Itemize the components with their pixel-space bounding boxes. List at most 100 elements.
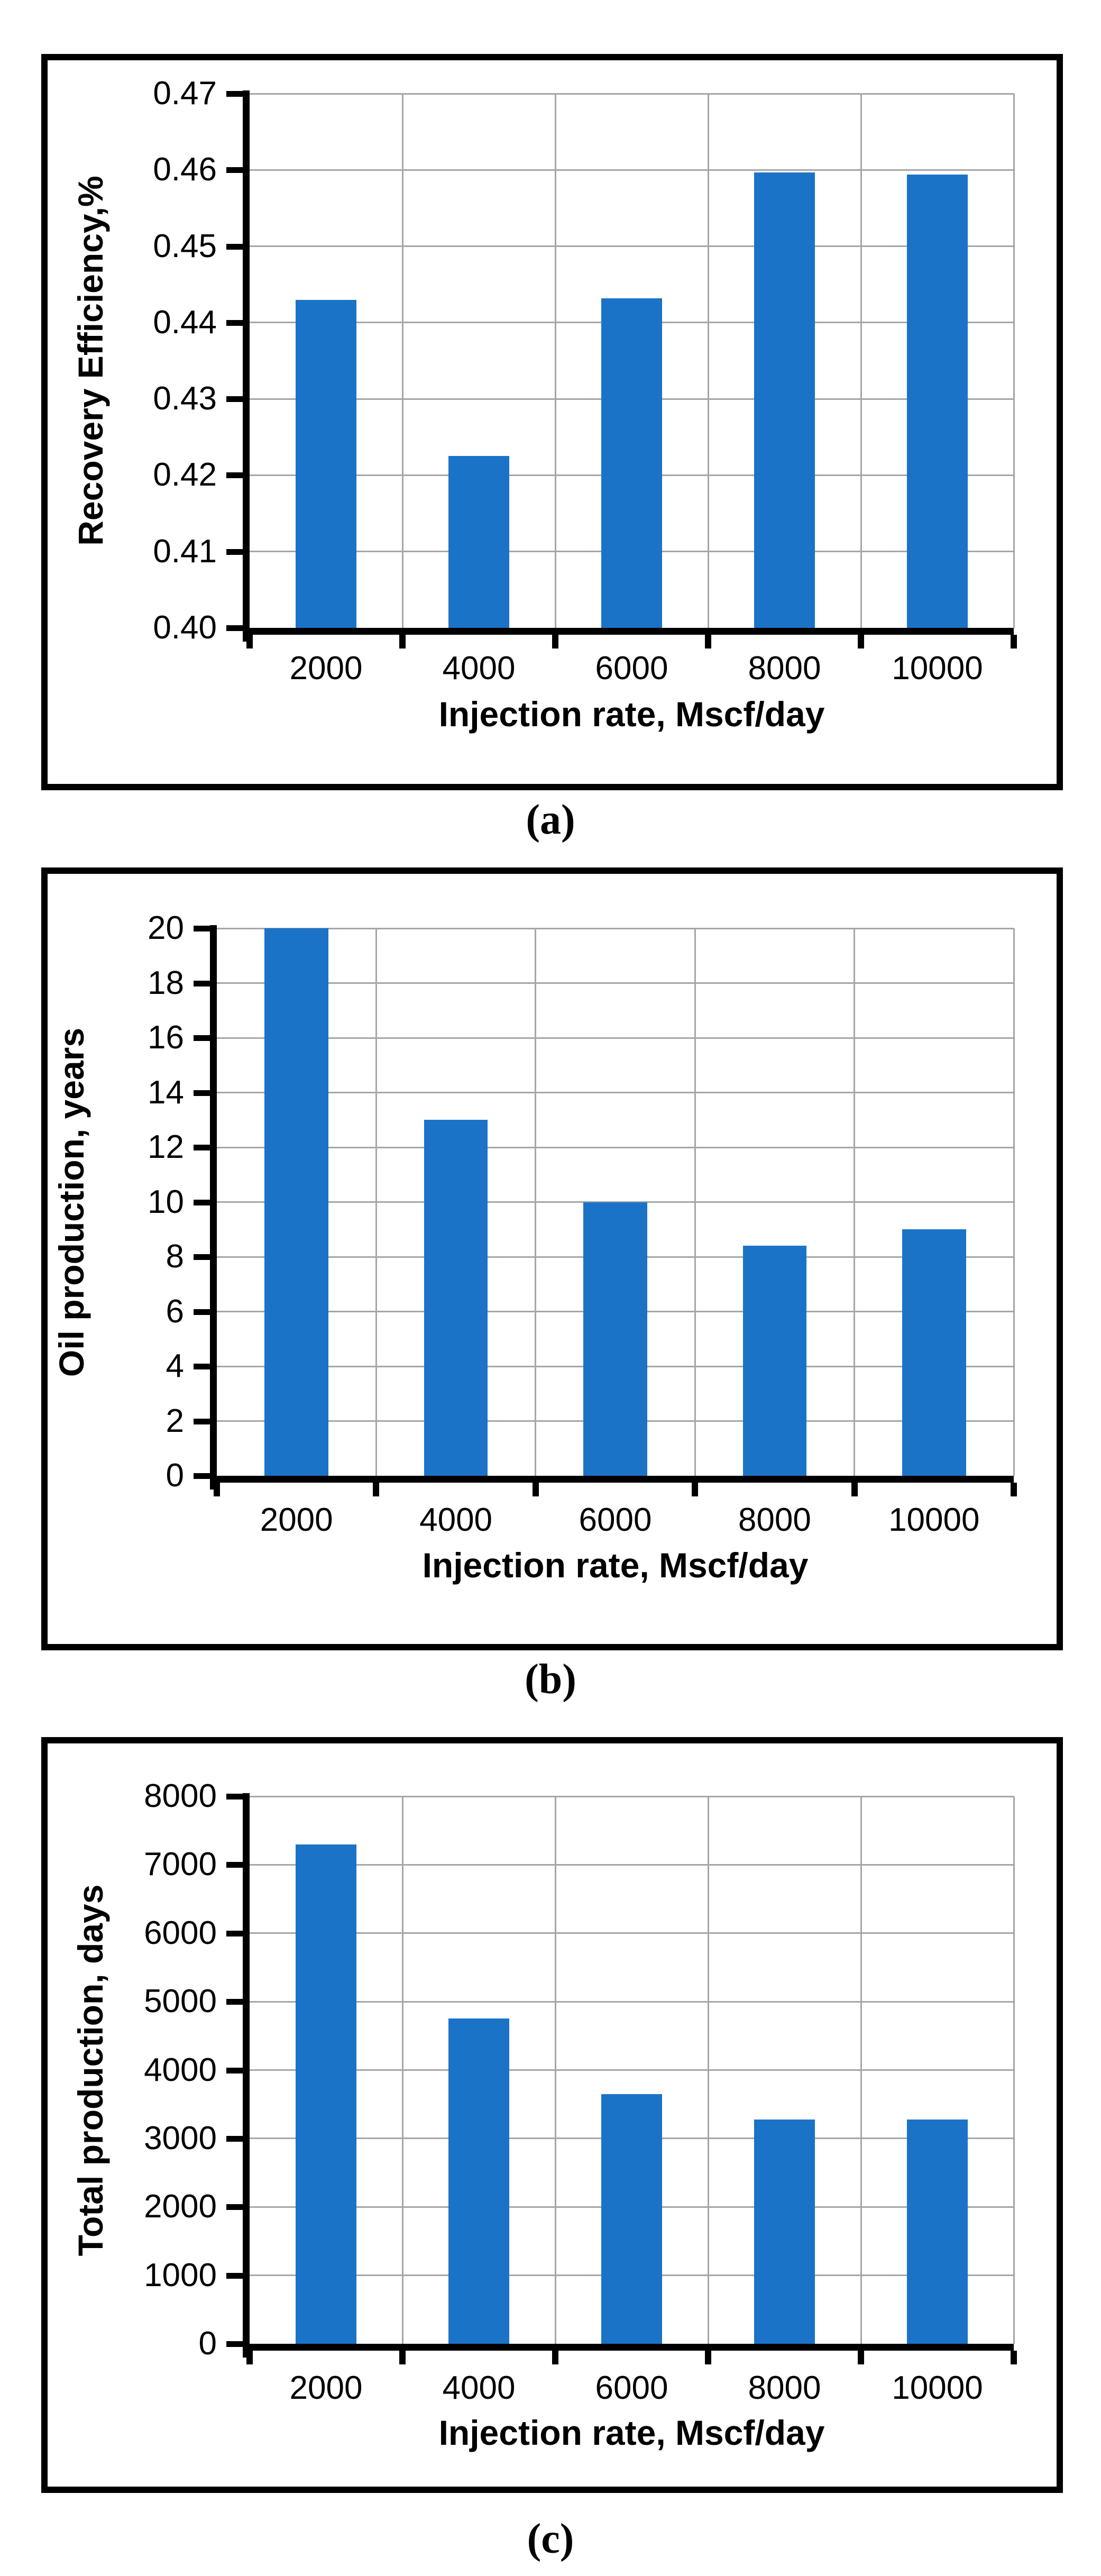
gridline-vertical <box>1013 928 1015 1476</box>
bar-2000 <box>264 928 328 1476</box>
bar-6000 <box>583 1202 647 1476</box>
x-tick-label: 2000 <box>260 1502 333 1538</box>
x-tick-mark <box>858 635 864 648</box>
chart-b-plot-area: 0 2 4 6 8 10 12 14 16 18 20 2000 4000 6000 8000 10000 <box>148 910 1017 1538</box>
gridline-vertical <box>375 928 377 1476</box>
bar-4000 <box>424 1120 488 1476</box>
bar-10000 <box>906 2119 968 2344</box>
x-tick-mark <box>1011 1483 1017 1496</box>
bar-4000 <box>448 456 510 628</box>
y-tick-label: 0.45 <box>153 227 217 264</box>
gridline-vertical <box>401 94 403 628</box>
x-tick-mark <box>399 635 406 648</box>
y-tick-label: 0.47 <box>153 75 217 112</box>
x-tick-label: 6000 <box>595 650 668 687</box>
x-tick-label: 10000 <box>892 650 983 687</box>
bar-10000 <box>902 1229 966 1476</box>
gridline-vertical <box>1013 94 1015 628</box>
y-tick-mark <box>226 1999 243 2005</box>
chart-a-plot-area: 0.40 0.41 0.42 0.43 0.44 0.45 0.46 0.47 2000 4000… <box>153 75 1017 687</box>
y-tick-mark <box>226 1930 243 1936</box>
y-tick-label: 0 <box>198 2325 217 2362</box>
gridline-horizontal <box>217 1092 1014 1093</box>
x-tick-label: 4000 <box>442 2370 516 2406</box>
x-tick-mark <box>214 1483 220 1496</box>
gridline-vertical <box>535 928 537 1476</box>
y-tick-mark <box>226 2204 243 2210</box>
x-tick-mark <box>246 635 253 648</box>
y-tick-mark <box>194 1473 210 1479</box>
y-tick-mark <box>226 472 243 479</box>
x-tick-label: 10000 <box>888 1502 980 1538</box>
y-tick-label: 5000 <box>144 1983 217 2020</box>
y-tick-label: 16 <box>148 1019 184 1056</box>
y-tick-label: 0.46 <box>153 151 217 188</box>
gridline-vertical <box>860 94 862 628</box>
x-tick-mark <box>851 1483 858 1496</box>
x-tick-label: 8000 <box>738 1502 811 1538</box>
bar-2000 <box>295 299 357 628</box>
x-axis-line <box>243 628 1014 635</box>
x-tick-label: 2000 <box>289 2370 363 2406</box>
y-tick-label: 8 <box>166 1238 184 1275</box>
y-axis-line <box>243 1793 250 2358</box>
y-tick-label: 2 <box>166 1402 184 1439</box>
bar-8000 <box>754 172 815 628</box>
chart-c-plot-area: 0 1000 2000 3000 4000 5000 6000 7000 8000 2000 400… <box>144 1778 1017 2406</box>
y-tick-mark <box>226 549 243 555</box>
gridline-horizontal <box>217 982 1014 984</box>
gridline-vertical <box>860 1796 862 2344</box>
chart-b-box: Oil production, years 0 2 4 6 8 10 12 14 16 18 20 2… <box>41 867 1063 1650</box>
y-tick-mark <box>226 1794 243 1799</box>
y-tick-mark <box>226 243 243 250</box>
gridline-horizontal <box>217 1146 1014 1148</box>
x-tick-label: 8000 <box>748 2370 821 2406</box>
x-tick-label: 4000 <box>419 1502 493 1538</box>
chart-a-x-axis-title: Injection rate, Mscf/day <box>438 695 825 734</box>
y-tick-label: 7000 <box>144 1846 217 1883</box>
y-tick-mark <box>194 1254 210 1260</box>
chart-a-box: Recovery Efficiency,% 0.40 0.41 0.42 0.43 0.… <box>41 54 1063 790</box>
gridline-vertical <box>694 928 696 1476</box>
gridline-horizontal <box>217 1037 1014 1039</box>
gridline-vertical <box>707 1796 709 2344</box>
gridline-vertical <box>554 94 556 628</box>
caption-c: (c) <box>527 2516 574 2562</box>
y-tick-label: 18 <box>148 964 184 1001</box>
y-tick-mark <box>226 91 243 97</box>
y-tick-mark <box>226 2341 243 2347</box>
x-tick-mark <box>705 635 711 648</box>
gridline-horizontal <box>250 245 1014 248</box>
gridline-vertical <box>854 928 856 1476</box>
y-tick-label: 0.44 <box>153 304 217 341</box>
gridline-horizontal <box>250 2000 1014 2003</box>
x-tick-mark <box>552 2351 558 2364</box>
y-tick-label: 0.43 <box>153 380 217 417</box>
caption-b: (b) <box>525 1656 576 1703</box>
x-tick-label: 8000 <box>748 650 821 687</box>
x-tick-label: 6000 <box>595 2370 668 2406</box>
y-tick-mark <box>194 1035 210 1041</box>
x-tick-label: 10000 <box>892 2370 983 2406</box>
x-tick-mark <box>552 635 558 648</box>
x-tick-mark <box>1011 2351 1017 2364</box>
x-tick-mark <box>705 2351 711 2364</box>
x-tick-label: 6000 <box>579 1502 652 1538</box>
gridline-horizontal <box>250 2069 1014 2071</box>
y-axis-line <box>243 90 250 642</box>
y-tick-mark <box>226 2272 243 2279</box>
y-tick-mark <box>226 319 243 326</box>
y-tick-label: 8000 <box>144 1778 217 1814</box>
y-tick-mark <box>226 625 243 631</box>
x-tick-mark <box>399 2351 406 2364</box>
y-tick-mark <box>194 980 210 986</box>
y-tick-label: 6 <box>166 1293 184 1330</box>
y-tick-mark <box>226 167 243 173</box>
y-tick-mark <box>194 1199 210 1205</box>
gridline-horizontal <box>250 1864 1014 1866</box>
y-tick-label: 6000 <box>144 1914 217 1951</box>
bar-4000 <box>448 2018 510 2344</box>
y-tick-mark <box>226 396 243 403</box>
y-tick-label: 3000 <box>144 2120 217 2157</box>
